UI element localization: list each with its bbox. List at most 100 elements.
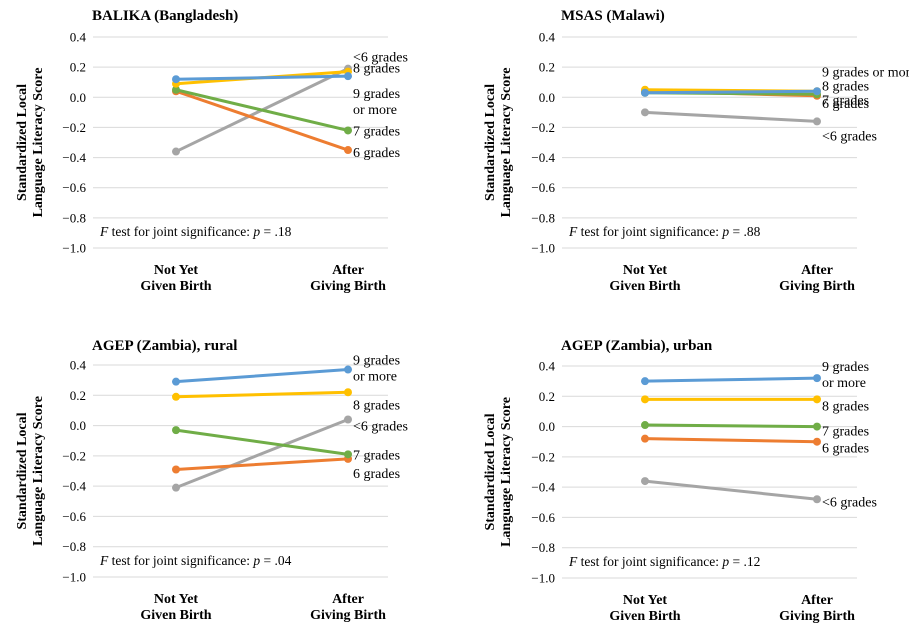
- x-category-label: Giving Birth: [779, 609, 855, 624]
- y-tick-label: −0.6: [531, 510, 555, 525]
- series-label: 7 grades: [822, 425, 869, 440]
- series-line: [643, 423, 819, 429]
- data-point: [344, 126, 352, 135]
- data-point: [641, 434, 649, 443]
- series-line: [174, 89, 350, 152]
- x-category-label: Given Birth: [140, 608, 211, 623]
- series--6-grades: <6 grades: [641, 108, 877, 144]
- x-category-label: Not Yet: [154, 263, 199, 278]
- series-7-grades: 7 grades: [172, 85, 400, 139]
- y-tick-label: 0.4: [70, 30, 87, 45]
- series-label: 6 grades: [822, 97, 869, 112]
- series-label: 9 grades: [822, 360, 869, 375]
- y-tick-label: −0.8: [62, 539, 86, 554]
- data-point: [813, 87, 821, 96]
- data-point: [641, 377, 649, 386]
- y-axis-label-line: Standardized Local: [15, 412, 30, 529]
- y-axis-label-line: Language Literacy Score: [31, 68, 46, 218]
- y-tick-label: −0.4: [531, 480, 555, 495]
- series-7-grades: 7 grades: [641, 421, 869, 440]
- panel-title: AGEP (Zambia), rural: [92, 338, 237, 354]
- y-tick-label: −0.4: [62, 479, 86, 494]
- y-tick-label: −0.2: [531, 449, 555, 464]
- chart-panel-3: AGEP (Zambia), rural Standardized Local La…: [15, 338, 408, 623]
- f-test-prefix: F: [99, 553, 109, 568]
- series-label: or more: [353, 370, 397, 385]
- x-category-label: After: [801, 263, 833, 278]
- x-category-label: Not Yet: [154, 592, 199, 607]
- f-test-value: = .04: [260, 553, 291, 568]
- y-tick-label: 0.0: [539, 90, 555, 105]
- y-tick-label: −0.6: [62, 509, 86, 524]
- chart-panel-1: BALIKA (Bangladesh) Standardized Local Lan…: [15, 8, 408, 294]
- chart-panel-2: MSAS (Malawi) Standardized Local Language …: [483, 8, 909, 294]
- series-line: [174, 390, 350, 399]
- series-label: 7 grades: [822, 93, 869, 108]
- series-label: 8 grades: [822, 79, 869, 94]
- data-point: [813, 495, 821, 504]
- data-point: [172, 392, 180, 401]
- data-point: [813, 117, 821, 126]
- chart-panel-4: AGEP (Zambia), urban Standardized Local La…: [483, 338, 877, 624]
- data-point: [813, 374, 821, 383]
- series-label: 9 grades or more: [822, 65, 909, 80]
- series-8-grades: 8 grades: [172, 62, 400, 88]
- data-point: [344, 415, 352, 424]
- f-test-text: test for joint significance:: [108, 224, 253, 239]
- y-tick-label: −0.8: [531, 540, 555, 555]
- series-line: [174, 74, 350, 81]
- f-test-note: F test for joint significance: p = .12: [568, 554, 760, 569]
- y-tick-label: −0.6: [62, 180, 86, 195]
- x-category-label: Giving Birth: [779, 279, 855, 294]
- data-point: [172, 85, 180, 94]
- y-tick-label: 0.2: [539, 389, 555, 404]
- y-axis-label: Standardized Local Language Literacy Scor…: [483, 397, 514, 547]
- x-category-label: Giving Birth: [310, 279, 386, 294]
- series-label: 7 grades: [353, 448, 400, 463]
- y-tick-label: −0.4: [531, 150, 555, 165]
- f-test-note: F test for joint significance: p = .04: [99, 553, 292, 568]
- x-category-label: After: [332, 263, 364, 278]
- series-7-grades: 7 grades: [172, 426, 400, 463]
- f-test-p: p: [721, 224, 729, 239]
- x-category-label: Giving Birth: [310, 608, 386, 623]
- data-point: [641, 421, 649, 430]
- f-test-text: test for joint significance:: [108, 553, 253, 568]
- x-category-label: Not Yet: [623, 263, 668, 278]
- series-label: 6 grades: [353, 146, 400, 161]
- f-test-value: = .12: [729, 554, 760, 569]
- series-line: [174, 457, 350, 471]
- f-test-prefix: F: [568, 224, 578, 239]
- f-test-text: test for joint significance:: [577, 224, 722, 239]
- y-tick-label: 0.2: [70, 388, 86, 403]
- y-tick-label: 0.4: [70, 358, 87, 373]
- y-axis-label-line: Language Literacy Score: [499, 397, 514, 547]
- y-tick-label: −0.8: [62, 210, 86, 225]
- series-label: 7 grades: [353, 124, 400, 139]
- x-category-label: After: [332, 592, 364, 607]
- f-test-value: = .88: [729, 224, 760, 239]
- series-label: or more: [822, 376, 866, 391]
- x-category-label: After: [801, 593, 833, 608]
- series-8-grades: 8 grades: [641, 395, 869, 414]
- series-label: 8 grades: [353, 62, 400, 77]
- series-line: [643, 437, 819, 444]
- f-test-text: test for joint significance:: [577, 554, 722, 569]
- y-axis-label: Standardized Local Language Literacy Scor…: [483, 68, 514, 218]
- series-6-grades: 6 grades: [641, 434, 869, 457]
- data-point: [344, 146, 352, 155]
- series--6-grades: <6 grades: [172, 415, 408, 492]
- panel-title: BALIKA (Bangladesh): [92, 8, 238, 24]
- panel-title: MSAS (Malawi): [561, 8, 665, 24]
- y-tick-label: −0.4: [62, 150, 86, 165]
- f-test-note: F test for joint significance: p = .88: [568, 224, 761, 239]
- series--6-grades: <6 grades: [641, 477, 877, 510]
- y-axis-label-line: Standardized Local: [483, 84, 498, 201]
- f-test-value: = .18: [260, 224, 291, 239]
- data-point: [344, 365, 352, 374]
- f-test-prefix: F: [99, 224, 109, 239]
- y-tick-label: 0.2: [70, 60, 86, 75]
- x-category-label: Not Yet: [623, 593, 668, 608]
